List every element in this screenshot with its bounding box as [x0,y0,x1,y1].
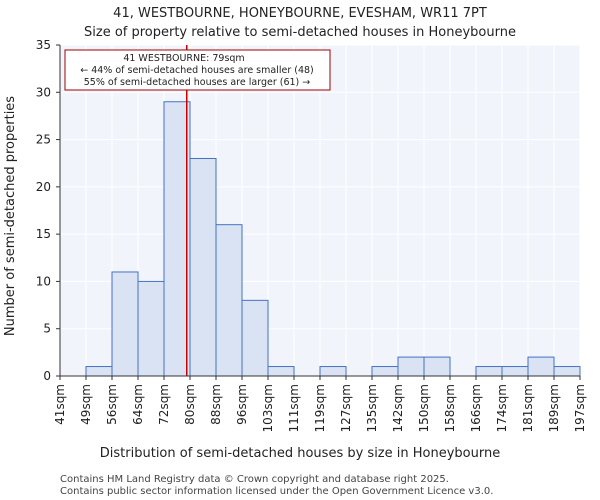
y-tick-label: 5 [43,322,51,336]
bar [397,356,425,377]
x-tick-label: 174sqm [495,384,509,432]
annotation-box: 41 WESTBOURNE: 79sqm ← 44% of semi-detac… [64,49,331,91]
x-tick-label: 135sqm [365,384,379,432]
bar [319,366,347,377]
x-tick-label: 111sqm [287,384,301,432]
bar [527,356,555,377]
y-tick-label: 25 [36,133,51,147]
y-tick-label: 20 [36,180,51,194]
y-tick-label: 15 [36,227,51,241]
annotation-line-1: 41 WESTBOURNE: 79sqm [123,53,244,64]
bar [85,366,113,377]
bar [267,366,295,377]
x-tick-label: 150sqm [417,384,431,432]
x-tick-label: 127sqm [339,384,353,432]
x-ticks: 41sqm 49sqm 56sqm 64sqm 72sqm 80sqm 88sqm 96sqm… [53,376,587,432]
y-tick-label: 0 [43,369,51,383]
y-ticks: 0 5 10 15 20 25 30 35 [36,38,60,383]
x-axis-label: Distribution of semi-detached houses by … [100,446,500,461]
annotation-frame [64,49,331,91]
bar [241,299,269,377]
chart-title: 41, WESTBOURNE, HONEYBOURNE, EVESHAM, WR… [113,6,487,21]
x-tick-label: 88sqm [209,384,223,425]
bars [85,101,581,377]
bar [423,356,451,377]
annotation-line-3: 55% of semi-detached houses are larger (… [84,77,311,88]
y-axis-label: Number of semi-detached properties [3,96,18,336]
x-tick-label: 80sqm [183,384,197,425]
bar [215,224,243,377]
x-tick-label: 142sqm [391,384,405,432]
chart-subtitle: Size of property relative to semi-detach… [84,25,516,40]
x-tick-label: 56sqm [105,384,119,425]
x-tick-label: 64sqm [131,384,145,425]
footer-line-2: Contains public sector information licen… [60,486,493,497]
y-tick-label: 10 [36,274,51,288]
x-tick-label: 103sqm [261,384,275,432]
bar [553,366,581,377]
y-tick-label: 35 [36,38,51,52]
bar [189,157,217,377]
bar [501,366,529,377]
x-tick-label: 49sqm [79,384,93,425]
x-tick-label: 96sqm [235,384,249,425]
x-tick-label: 41sqm [53,384,67,425]
x-tick-label: 181sqm [521,384,535,432]
bar [111,271,139,377]
x-tick-label: 72sqm [157,384,171,425]
y-tick-label: 30 [36,85,51,99]
x-tick-label: 166sqm [469,384,483,432]
x-tick-label: 197sqm [573,384,587,432]
x-tick-label: 158sqm [443,384,457,432]
bar [371,366,399,377]
x-tick-label: 119sqm [313,384,327,432]
x-tick-label: 189sqm [547,384,561,432]
bar [475,366,503,377]
footer-line-1: Contains HM Land Registry data © Crown c… [60,474,449,485]
bar [137,280,165,377]
annotation-line-2: ← 44% of semi-detached houses are smalle… [80,65,314,76]
